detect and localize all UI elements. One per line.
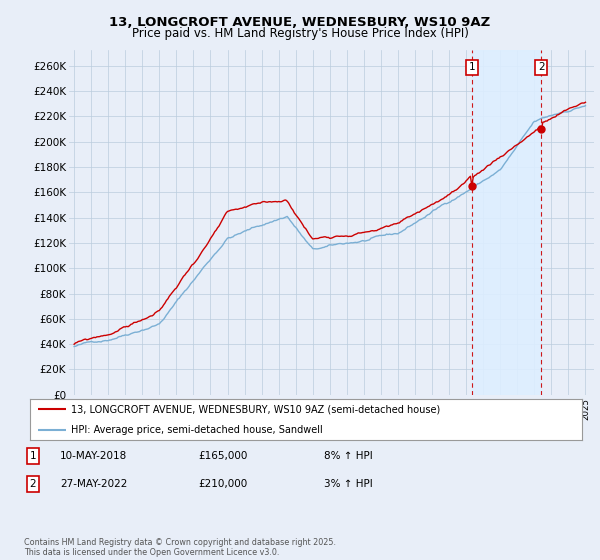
- Text: £165,000: £165,000: [198, 451, 247, 461]
- Text: 8% ↑ HPI: 8% ↑ HPI: [324, 451, 373, 461]
- Text: 2: 2: [29, 479, 37, 489]
- Text: Contains HM Land Registry data © Crown copyright and database right 2025.
This d: Contains HM Land Registry data © Crown c…: [24, 538, 336, 557]
- Text: 27-MAY-2022: 27-MAY-2022: [60, 479, 127, 489]
- Text: 13, LONGCROFT AVENUE, WEDNESBURY, WS10 9AZ: 13, LONGCROFT AVENUE, WEDNESBURY, WS10 9…: [109, 16, 491, 29]
- Text: 3% ↑ HPI: 3% ↑ HPI: [324, 479, 373, 489]
- Text: HPI: Average price, semi-detached house, Sandwell: HPI: Average price, semi-detached house,…: [71, 424, 323, 435]
- Text: 1: 1: [29, 451, 37, 461]
- Bar: [472, 50, 541, 395]
- Text: 10-MAY-2018: 10-MAY-2018: [60, 451, 127, 461]
- Text: 2: 2: [538, 63, 545, 72]
- Text: £210,000: £210,000: [198, 479, 247, 489]
- Text: 1: 1: [469, 63, 476, 72]
- Text: Price paid vs. HM Land Registry's House Price Index (HPI): Price paid vs. HM Land Registry's House …: [131, 27, 469, 40]
- Text: 13, LONGCROFT AVENUE, WEDNESBURY, WS10 9AZ (semi-detached house): 13, LONGCROFT AVENUE, WEDNESBURY, WS10 9…: [71, 404, 440, 414]
